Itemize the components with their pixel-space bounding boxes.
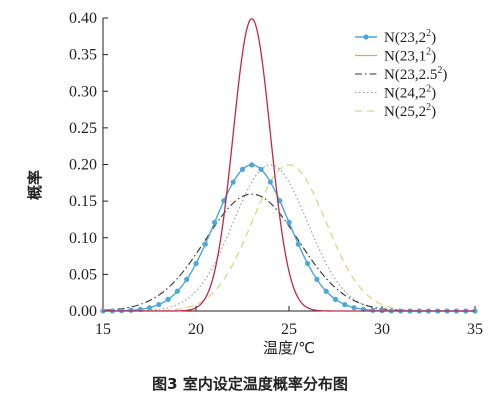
y-tick-label: 0.05 bbox=[69, 266, 97, 283]
legend-label: N(23,12) bbox=[384, 47, 436, 65]
series-point bbox=[351, 305, 357, 311]
series-point bbox=[184, 276, 190, 282]
series-point bbox=[305, 260, 311, 267]
series-point bbox=[342, 301, 348, 308]
series-point bbox=[323, 288, 329, 294]
series-line bbox=[103, 164, 475, 312]
series-line bbox=[103, 164, 475, 312]
axes: 0.00 0.05 0.10 0.15 0.20 0.25 0.30 0.35 0.40 15 20… bbox=[69, 10, 483, 338]
series-point bbox=[332, 296, 339, 302]
x-tick-label: 20 bbox=[188, 321, 204, 338]
series-point bbox=[165, 296, 171, 302]
series-point bbox=[202, 241, 208, 247]
legend-label: N(24,22) bbox=[384, 84, 436, 102]
series-point bbox=[258, 166, 264, 172]
series-point bbox=[286, 219, 292, 225]
series-point bbox=[314, 276, 320, 282]
legend: N(23,22)N(23,12)N(23,2.52)N(24,22)N(25,2… bbox=[355, 28, 447, 120]
y-tick-label: 0.35 bbox=[69, 47, 97, 64]
series-point bbox=[193, 260, 199, 267]
series-point bbox=[212, 219, 218, 225]
series-point bbox=[370, 307, 376, 313]
y-tick-label: 0.30 bbox=[69, 83, 97, 100]
legend-label: N(23,22) bbox=[384, 28, 436, 46]
x-tick-label: 30 bbox=[374, 321, 390, 338]
series-line bbox=[103, 164, 475, 312]
series-point bbox=[249, 162, 255, 168]
y-tick-label: 0.15 bbox=[69, 193, 97, 210]
y-tick-label: 0.20 bbox=[69, 157, 97, 174]
x-tick-label: 15 bbox=[95, 321, 111, 338]
y-tick-label: 0.25 bbox=[69, 120, 97, 137]
x-tick-label: 35 bbox=[467, 321, 483, 338]
series-point bbox=[239, 166, 246, 172]
series-layer bbox=[100, 18, 478, 314]
legend-label: N(25,22) bbox=[384, 102, 436, 120]
series-line bbox=[102, 193, 475, 312]
series-line bbox=[103, 18, 475, 312]
series-point bbox=[146, 305, 153, 311]
figure-caption: 图3 室内设定温度概率分布图 bbox=[152, 375, 348, 393]
x-axis-label: 温度/℃ bbox=[263, 339, 315, 357]
x-tick-label: 25 bbox=[281, 321, 297, 338]
series-point bbox=[128, 307, 134, 313]
legend-label: N(23,2.52) bbox=[384, 65, 447, 83]
legend-marker bbox=[363, 34, 369, 40]
y-tick-label: 0.00 bbox=[69, 303, 97, 320]
y-tick-label: 0.10 bbox=[69, 230, 97, 247]
y-axis-label: 概率 bbox=[26, 170, 44, 200]
series-point bbox=[267, 179, 273, 185]
series-point bbox=[156, 301, 162, 308]
series-point bbox=[174, 288, 180, 294]
y-tick-label: 0.40 bbox=[69, 10, 97, 27]
series-point bbox=[230, 179, 236, 185]
series-point bbox=[295, 241, 301, 247]
